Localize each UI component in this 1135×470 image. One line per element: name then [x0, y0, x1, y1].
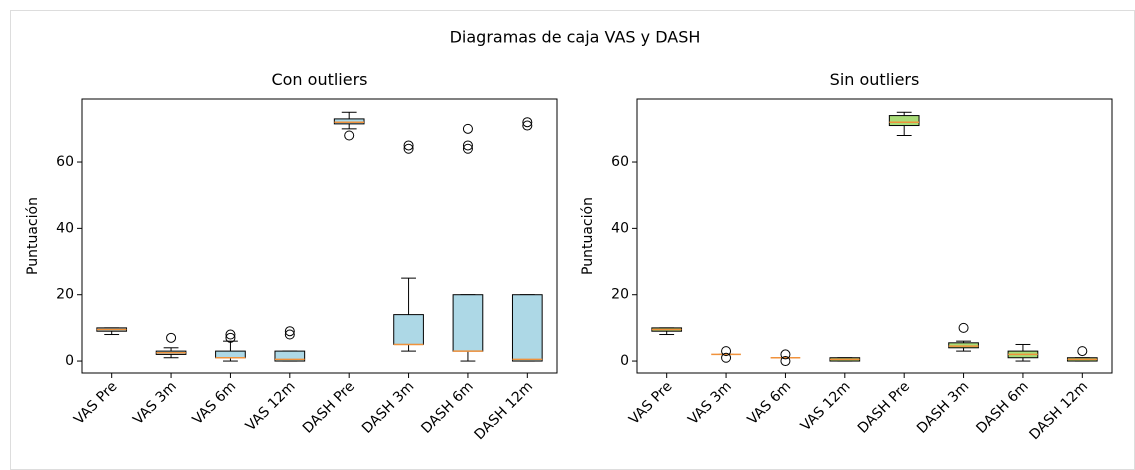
box	[948, 342, 979, 349]
flier	[166, 332, 177, 343]
flier	[344, 130, 355, 141]
subplot-title: Con outliers	[271, 70, 367, 89]
y-tick-label: 20	[611, 287, 629, 303]
flier	[780, 356, 791, 367]
flier	[522, 120, 533, 131]
flier	[462, 123, 473, 134]
flier	[958, 322, 969, 333]
flier	[462, 140, 473, 151]
flier	[1077, 346, 1088, 357]
y-axis-label: Puntuación	[25, 197, 41, 275]
box	[274, 350, 306, 362]
flier	[403, 140, 414, 151]
y-tick-label: 40	[611, 220, 629, 236]
figure-title: Diagramas de caja VAS y DASH	[450, 28, 701, 47]
flier	[522, 117, 533, 128]
flier	[225, 332, 236, 343]
plot-area	[81, 98, 558, 374]
y-axis-label: Puntuación	[580, 197, 596, 275]
y-tick-label: 60	[611, 154, 629, 170]
flier	[462, 143, 473, 154]
flier	[721, 346, 732, 357]
box	[393, 314, 424, 345]
y-tick-label: 0	[65, 353, 74, 369]
flier	[284, 326, 295, 337]
y-tick-label: 0	[620, 353, 629, 369]
figure-border	[10, 10, 1135, 470]
flier	[284, 329, 295, 340]
flier	[403, 143, 414, 154]
y-tick-label: 20	[56, 287, 74, 303]
box	[452, 294, 484, 352]
flier	[225, 329, 236, 340]
plot-area	[636, 98, 1113, 374]
subplot-title: Sin outliers	[830, 70, 920, 89]
box	[333, 118, 365, 125]
flier	[721, 352, 732, 363]
box	[215, 350, 246, 359]
y-tick-label: 40	[56, 220, 74, 236]
y-tick-label: 60	[56, 154, 74, 170]
box	[511, 294, 543, 362]
box	[888, 115, 920, 127]
flier	[780, 349, 791, 360]
